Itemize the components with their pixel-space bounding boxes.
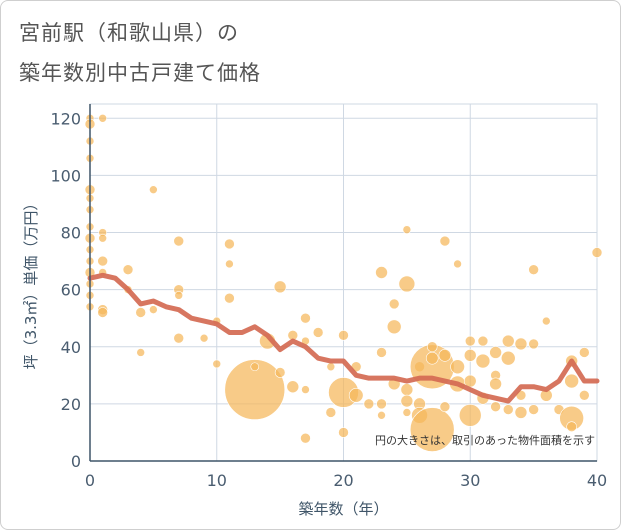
data-point — [528, 264, 539, 275]
data-point — [464, 335, 476, 347]
x-tick-label: 40 — [587, 471, 607, 490]
data-point — [98, 113, 107, 123]
data-point — [528, 338, 539, 350]
data-point — [500, 350, 516, 366]
data-point — [514, 406, 528, 419]
data-point — [97, 307, 108, 318]
data-point — [400, 383, 414, 396]
data-point — [453, 259, 462, 269]
data-point — [300, 312, 311, 324]
data-point — [402, 225, 412, 234]
data-point — [300, 432, 311, 444]
y-axis-title: 坪（3.3㎡）単価（万円） — [22, 196, 40, 370]
data-point — [475, 353, 491, 369]
data-point — [541, 316, 551, 326]
y-tick-label: 120 — [50, 109, 81, 128]
data-point — [514, 337, 528, 351]
data-point — [273, 280, 287, 294]
data-point — [363, 398, 375, 410]
data-point — [490, 401, 501, 413]
data-point — [375, 266, 388, 279]
data-point — [400, 394, 414, 408]
x-axis-title: 築年数（年） — [298, 500, 388, 518]
data-point — [409, 407, 455, 452]
data-point — [458, 404, 482, 427]
y-tick-label: 80 — [61, 224, 81, 243]
data-point — [502, 404, 514, 415]
data-point — [149, 185, 158, 194]
data-point — [250, 362, 260, 372]
data-point — [402, 408, 412, 417]
data-point — [312, 327, 324, 338]
data-point — [566, 421, 577, 433]
data-point — [439, 401, 451, 413]
data-point — [135, 307, 146, 318]
data-point — [286, 380, 300, 394]
data-point — [489, 346, 502, 359]
data-point — [199, 333, 209, 343]
x-tick-label: 20 — [333, 471, 353, 490]
data-point — [97, 255, 108, 267]
data-point — [501, 334, 515, 348]
data-point — [386, 319, 402, 335]
chart-title-line1: 宮前駅（和歌山県）の — [19, 21, 239, 45]
data-point — [591, 247, 603, 258]
data-point — [463, 349, 477, 362]
data-point — [348, 388, 364, 403]
data-point — [388, 298, 400, 310]
x-tick-label: 10 — [207, 471, 227, 490]
y-tick-label: 0 — [71, 452, 81, 471]
data-point — [425, 351, 439, 365]
data-point — [274, 367, 286, 378]
data-point — [579, 390, 590, 401]
data-point — [439, 235, 451, 247]
data-point — [426, 341, 438, 353]
data-point — [136, 348, 145, 357]
data-point — [579, 347, 590, 358]
data-point — [301, 385, 310, 394]
trend-line — [87, 272, 600, 404]
data-point — [173, 235, 185, 247]
data-point — [564, 373, 579, 389]
y-tick-label: 20 — [61, 395, 81, 414]
data-point — [98, 233, 107, 243]
data-point — [338, 427, 349, 438]
data-point — [528, 404, 539, 415]
data-point — [450, 359, 465, 375]
data-point — [212, 359, 222, 369]
bubble-series — [84, 113, 603, 452]
y-tick-label: 40 — [61, 338, 81, 357]
data-point — [122, 264, 134, 275]
data-point — [376, 347, 387, 358]
y-tick-label: 100 — [50, 166, 81, 185]
data-point — [149, 305, 158, 314]
data-point — [326, 362, 336, 372]
chart-title-line2: 築年数別中古戸建て価格 — [19, 61, 261, 85]
data-point — [438, 349, 452, 362]
x-tick-label: 30 — [460, 471, 480, 490]
data-point — [338, 330, 349, 341]
y-tick-label: 60 — [61, 281, 81, 300]
data-point — [173, 332, 185, 344]
data-point — [225, 259, 234, 269]
bubble-size-note: 円の大きさは、取引のあった物件面積を示す — [375, 433, 595, 447]
data-point — [398, 275, 416, 293]
data-point — [224, 359, 286, 420]
data-point — [224, 292, 235, 304]
data-point — [377, 411, 386, 420]
x-tick-label: 0 — [85, 471, 95, 490]
data-point — [376, 398, 387, 410]
data-point — [325, 407, 337, 418]
data-point — [477, 335, 489, 347]
data-point — [224, 238, 235, 250]
data-point — [174, 291, 184, 300]
data-point — [489, 377, 502, 391]
